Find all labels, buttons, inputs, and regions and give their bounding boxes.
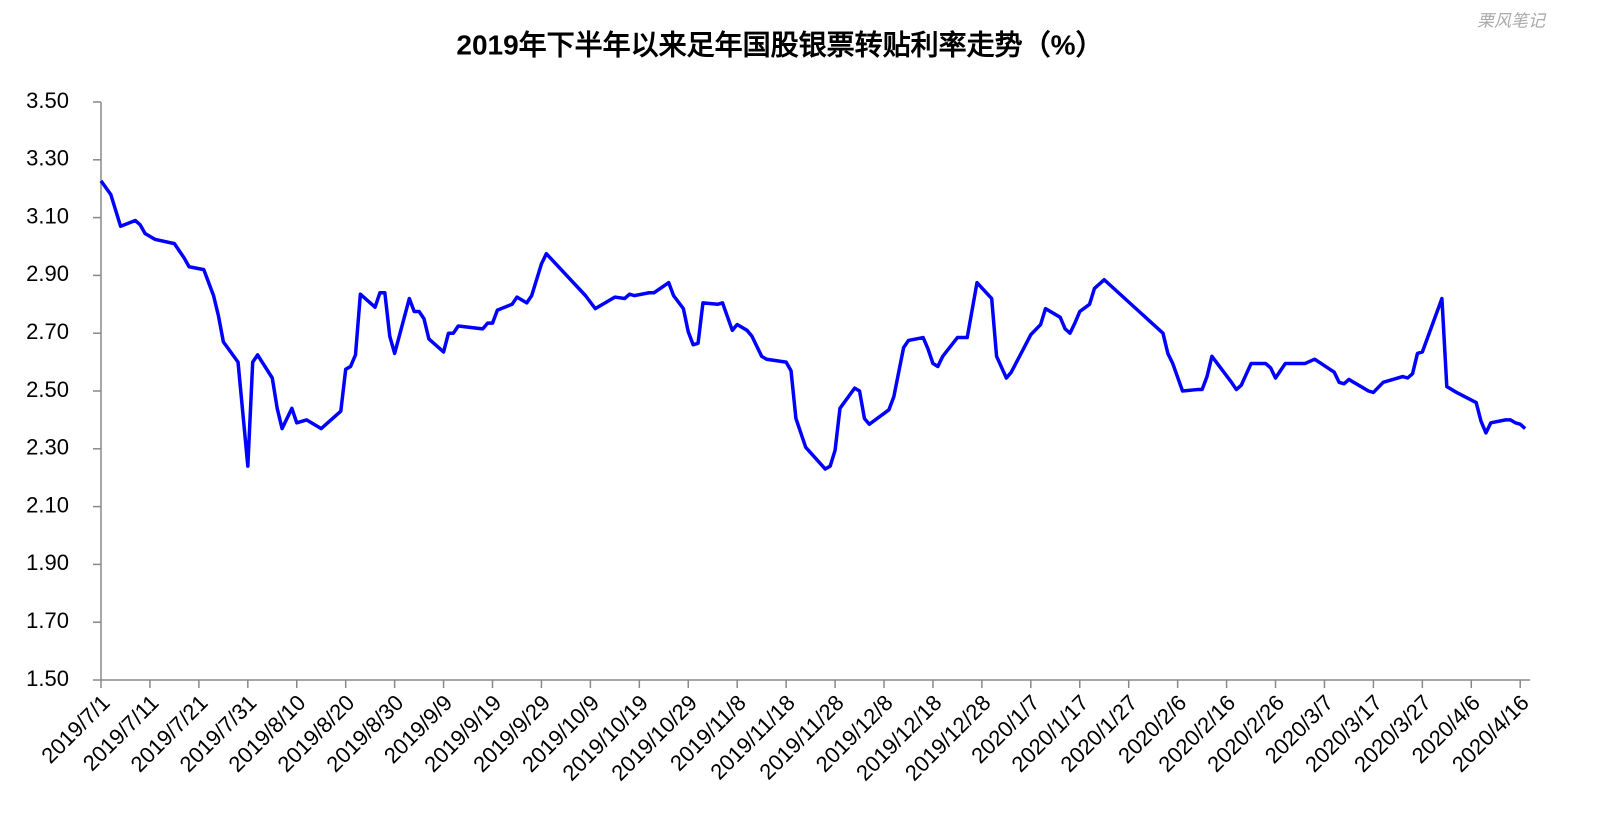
y-tick-label: 1.50 xyxy=(26,666,69,691)
y-tick-label: 3.30 xyxy=(26,146,69,171)
y-tick-label: 1.70 xyxy=(26,608,69,633)
y-tick-label: 3.50 xyxy=(26,88,69,113)
y-tick-label: 3.10 xyxy=(26,203,69,228)
y-tick-label: 2.10 xyxy=(26,492,69,517)
y-tick-label: 2.70 xyxy=(26,319,69,344)
chart-title: 2019年下半年以来足年国股银票转贴利率走势（%） xyxy=(456,28,1103,60)
data-line xyxy=(99,179,1527,471)
y-tick-label: 2.90 xyxy=(26,261,69,286)
y-tick-label: 2.30 xyxy=(26,435,69,460)
watermark: 栗风笔记 xyxy=(1477,12,1547,32)
y-tick-label: 1.90 xyxy=(26,550,69,575)
y-tick-label: 2.50 xyxy=(26,377,69,402)
